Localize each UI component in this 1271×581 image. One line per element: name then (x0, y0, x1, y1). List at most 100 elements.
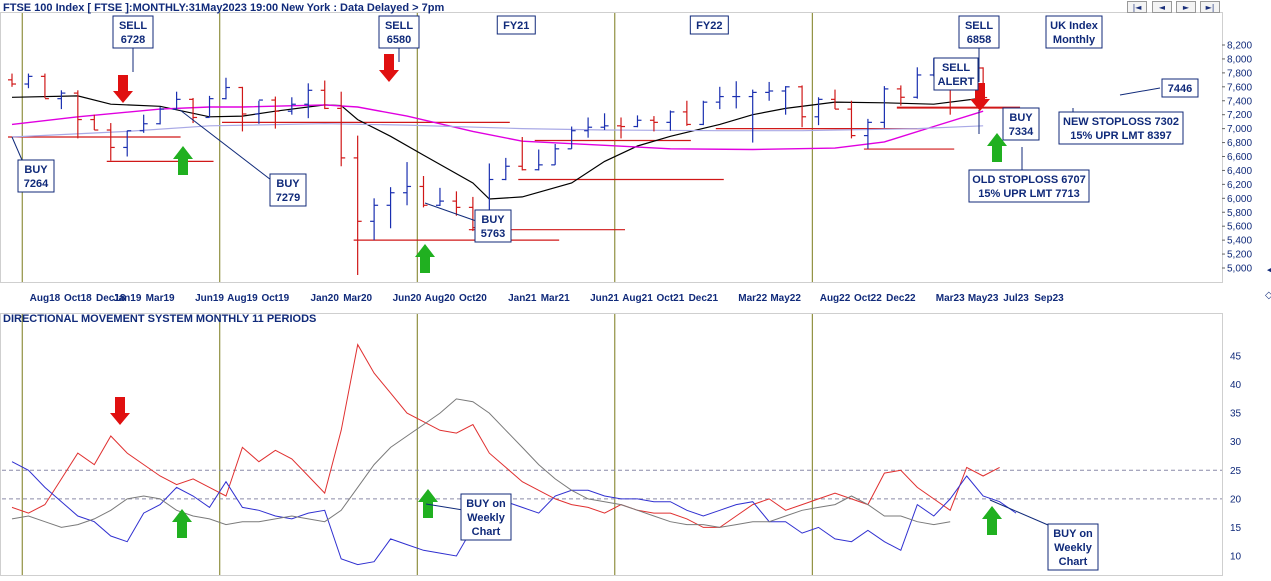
moving-average-line (11, 95, 984, 200)
ohlc-bar (896, 85, 905, 106)
period-label-fy22-text: FY22 (696, 20, 722, 32)
ohlc-bar (534, 149, 543, 171)
ohlc-bar (682, 100, 691, 126)
nav-next-button[interactable]: ► (1176, 1, 1196, 13)
y-tick-label: 15 (1230, 523, 1242, 534)
x-tick-label: Jun20 (393, 293, 422, 304)
ohlc-bar (452, 191, 461, 216)
ohlc-bar (748, 89, 757, 143)
dms-buy-weekly-label-2022-text: Weekly (1054, 542, 1093, 554)
ohlc-bar (189, 97, 198, 124)
y-tick-label: 8,000 (1227, 54, 1252, 65)
sell-arrow (379, 54, 399, 82)
last-price-label-box (1161, 78, 1199, 98)
y-tick-label: 6,600 (1227, 152, 1252, 163)
x-tick-label: Jun19 (195, 293, 224, 304)
y-tick-label: 7,800 (1227, 68, 1252, 79)
signal-label-buy-7334-box (1002, 107, 1040, 141)
ohlc-bar (765, 81, 774, 101)
sell-arrow (113, 75, 133, 103)
x-tick-label: Mar20 (343, 293, 372, 304)
ohlc-bar (781, 86, 790, 115)
ohlc-bar (106, 123, 115, 161)
ohlc-bar (353, 135, 362, 275)
nav-first-button[interactable]: |◄ (1127, 1, 1147, 13)
new-stoploss-note-text: 15% UPR LMT 8397 (1070, 130, 1171, 142)
buy-arrow (982, 506, 1002, 535)
chart-caption-uk-index-text: UK Index (1050, 20, 1099, 32)
ohlc-bar (847, 100, 856, 139)
x-tick-label: Jan21 (508, 293, 537, 304)
x-tick-label: Mar23 (936, 293, 965, 304)
dms-series-line (11, 398, 951, 528)
y-tick-label: 5,600 (1227, 222, 1252, 233)
ohlc-bar (40, 73, 49, 100)
ohlc-bar (649, 116, 658, 132)
ohlc-bar (551, 143, 560, 166)
ohlc-bar (403, 162, 412, 206)
dms-buy-weekly-label-2020-text: Chart (472, 526, 501, 538)
y-tick-label: 25 (1230, 466, 1242, 477)
ohlc-bar (584, 117, 593, 138)
y-tick-label: 6,000 (1227, 194, 1252, 205)
ohlc-bar (518, 136, 527, 171)
y-tick-label: 7,200 (1227, 110, 1252, 121)
dms-buy-weekly-label-2020-box (460, 493, 512, 541)
ohlc-bar (863, 118, 872, 149)
period-label-fy22-box (689, 15, 729, 35)
signal-label-buy-5763-text: BUY (481, 214, 505, 226)
old-stoploss-note-text: 15% UPR LMT 7713 (978, 188, 1079, 200)
x-tick-label: Jan19 (113, 293, 142, 304)
ohlc-bar (238, 86, 247, 132)
signal-label-sell-alert: SELL ALERT (933, 57, 979, 91)
ohlc-bar (73, 90, 82, 139)
ohlc-bar (156, 107, 165, 125)
buy-arrow (418, 489, 438, 518)
dms-series-line (11, 343, 1000, 528)
y-tick-label: 5,800 (1227, 208, 1252, 219)
ohlc-bar (386, 187, 395, 229)
ohlc-bar (617, 117, 626, 139)
old-stoploss-note-text: OLD STOPLOSS 6707 (972, 174, 1086, 186)
signal-label-buy-5763-text: 5763 (481, 228, 505, 240)
x-tick-label: Jan20 (311, 293, 340, 304)
ohlc-bar (814, 97, 823, 126)
y-tick-label: 5,400 (1227, 236, 1252, 247)
x-tick-label: Dec22 (886, 293, 916, 304)
signal-label-sell-6858-text: 6858 (967, 34, 991, 46)
ohlc-bar (370, 198, 379, 241)
signal-label-buy-7264: BUY 7264 (17, 159, 55, 193)
signal-label-sell-alert-text: ALERT (938, 76, 975, 88)
old-stoploss-note: OLD STOPLOSS 6707 15% UPR LMT 7713 (968, 169, 1090, 203)
x-tick-label: Aug22 (820, 293, 851, 304)
ohlc-bar (798, 85, 807, 128)
buy-arrow (173, 146, 193, 175)
ohlc-bar (633, 115, 642, 128)
ohlc-bar (880, 86, 889, 128)
x-tick-label: Aug18 (30, 293, 61, 304)
x-tick-label: Aug21 (622, 293, 653, 304)
period-label-fy22: FY22 (689, 15, 729, 35)
ohlc-bar (567, 126, 576, 150)
signal-label-sell-alert-text: SELL (942, 62, 970, 74)
dms-buy-weekly-label-2020-text: Weekly (467, 512, 506, 524)
annotation-leader (1119, 87, 1161, 96)
dms-buy-weekly-label-2020-text: BUY on (466, 498, 506, 510)
chart-caption-uk-index: UK Index Monthly (1045, 15, 1103, 49)
nav-last-button[interactable]: ►| (1200, 1, 1220, 13)
ohlc-bar (254, 99, 263, 124)
signal-label-buy-7279-box (269, 173, 307, 207)
y-tick-label: 7,400 (1227, 96, 1252, 107)
ohlc-bar (287, 97, 296, 115)
signal-label-sell-6858-text: SELL (965, 20, 993, 32)
nav-prev-button[interactable]: ◄ (1152, 1, 1172, 13)
ohlc-bar (24, 73, 33, 89)
y-tick-label: 7,000 (1227, 124, 1252, 135)
signal-label-sell-6580: SELL 6580 (378, 15, 420, 49)
scroll-left-icon: ◄ (1265, 265, 1271, 276)
new-stoploss-note-text: NEW STOPLOSS 7302 (1063, 116, 1179, 128)
new-stoploss-note: NEW STOPLOSS 7302 15% UPR LMT 8397 (1058, 111, 1184, 145)
ohlc-bar (715, 86, 724, 110)
signal-label-sell-alert-box (933, 57, 979, 91)
